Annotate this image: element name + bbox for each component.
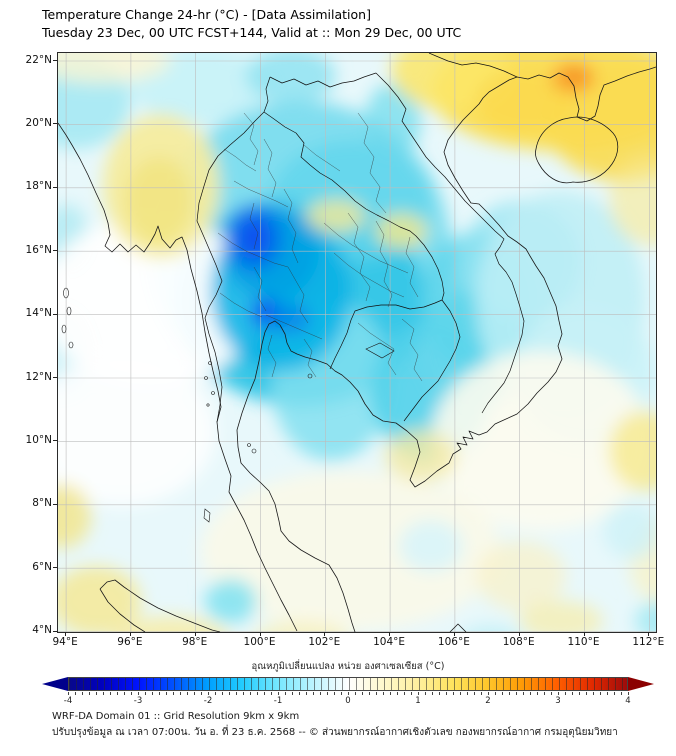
footer-credit: ปรับปรุงข้อมูล ณ เวลา 07:00น. วัน อ. ที่… xyxy=(52,727,618,738)
colorbar-tick-label: -2 xyxy=(203,696,213,706)
y-axis-tick xyxy=(53,60,57,61)
x-axis-tick xyxy=(583,632,585,636)
x-axis-tick xyxy=(259,632,261,636)
colorbar xyxy=(42,677,654,691)
x-axis-tick xyxy=(648,632,650,636)
colorbar-tick-label: -3 xyxy=(133,696,143,706)
x-axis-label: 104°E xyxy=(373,636,406,648)
colorbar-tick-label: 4 xyxy=(625,696,631,706)
y-axis-tick xyxy=(53,186,57,188)
map-canvas xyxy=(58,53,656,632)
y-axis-label: 10°N xyxy=(25,433,52,446)
gridlines xyxy=(58,53,656,632)
x-axis-label: 102°E xyxy=(308,636,341,648)
province-borders xyxy=(217,112,423,382)
x-axis-label: 112°E xyxy=(632,636,665,648)
y-axis-label: 18°N xyxy=(25,180,52,193)
x-axis-label: 106°E xyxy=(437,636,470,648)
y-axis-tick xyxy=(53,567,57,569)
x-axis-tick xyxy=(389,632,391,636)
x-axis-tick xyxy=(194,632,196,636)
footer: WRF-DA Domain 01 :: Grid Resolution 9km … xyxy=(52,709,618,741)
y-axis-label: 20°N xyxy=(25,116,52,129)
x-axis-label: 94°E xyxy=(52,636,78,648)
coastlines xyxy=(58,66,656,632)
map-plot-area xyxy=(57,52,657,633)
colorbar-tick-label: 0 xyxy=(345,696,351,706)
y-axis-tick xyxy=(53,123,57,125)
colorbar-minor-ticks xyxy=(68,692,629,695)
colorbar-tick-label: -4 xyxy=(63,696,73,706)
title-block: Temperature Change 24-hr (°C) - [Data As… xyxy=(42,6,461,42)
y-axis-label: 6°N xyxy=(32,560,52,573)
colorbar-right-arrow xyxy=(628,677,654,691)
x-axis-label: 108°E xyxy=(502,636,535,648)
y-axis-label: 8°N xyxy=(32,497,52,510)
x-axis-tick xyxy=(129,632,131,636)
country-borders xyxy=(196,53,525,423)
y-axis-tick xyxy=(53,503,57,505)
y-axis-tick xyxy=(53,250,57,252)
x-axis-label: 96°E xyxy=(117,636,143,648)
y-axis-label: 12°N xyxy=(25,370,52,383)
colorbar-left-arrow xyxy=(42,677,68,691)
x-axis-label: 98°E xyxy=(182,636,208,648)
y-axis-tick xyxy=(53,630,57,632)
x-axis-tick xyxy=(518,632,520,636)
figure-title: Temperature Change 24-hr (°C) - [Data As… xyxy=(42,7,371,22)
colorbar-tick-label: 2 xyxy=(485,696,491,706)
x-axis-label: 110°E xyxy=(567,636,600,648)
footer-domain-info: WRF-DA Domain 01 :: Grid Resolution 9km … xyxy=(52,711,300,722)
x-axis-tick xyxy=(65,632,67,636)
colorbar-gradient xyxy=(68,677,628,691)
y-axis-tick xyxy=(53,313,57,315)
colorbar-label: อุณหภูมิเปลี่ยนแปลง หน่วย องศาเซลเซียส (… xyxy=(251,661,445,672)
y-axis-label: 16°N xyxy=(25,243,52,256)
y-axis-label: 14°N xyxy=(25,307,52,320)
islands xyxy=(61,287,395,523)
colorbar-tick-label: 3 xyxy=(555,696,561,706)
y-axis-tick xyxy=(53,440,57,442)
x-axis-tick xyxy=(453,632,455,636)
y-axis-label: 4°N xyxy=(32,624,52,637)
figure-subtitle: Tuesday 23 Dec, 00 UTC FCST+144, Valid a… xyxy=(42,25,462,40)
temperature-field xyxy=(58,53,656,632)
colorbar-tick-label: -1 xyxy=(273,696,283,706)
colorbar-tick-label: 1 xyxy=(415,696,421,706)
y-axis-label: 22°N xyxy=(25,53,52,66)
x-axis-label: 100°E xyxy=(243,636,276,648)
x-axis-tick xyxy=(324,632,326,636)
y-axis-tick xyxy=(53,377,57,378)
